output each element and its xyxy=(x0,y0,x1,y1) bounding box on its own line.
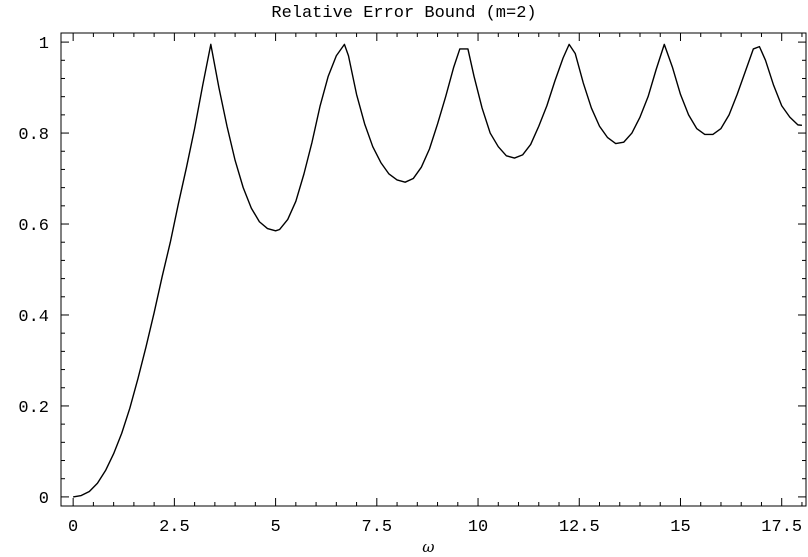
y-tick-label: 0.4 xyxy=(18,308,49,327)
y-tick-label: 0.6 xyxy=(18,217,49,236)
y-tick-label: 0.8 xyxy=(18,126,49,145)
labels-layer: 0 2.5 5 7.5 10 12.5 15 17.5 0 0.2 0.4 0.6 0.8 1 ω xyxy=(18,35,802,556)
y-tick-label: 0 xyxy=(39,490,49,509)
plot-frame xyxy=(60,32,807,507)
x-tick-label: 2.5 xyxy=(159,518,190,537)
x-tick-label: 12.5 xyxy=(559,518,600,537)
x-tick-label: 10 xyxy=(468,518,488,537)
y-tick-label: 0.2 xyxy=(18,399,49,418)
series-line xyxy=(73,43,803,498)
y-tick-label: 1 xyxy=(39,35,49,54)
ticks-layer xyxy=(61,33,806,506)
x-tick-label: 17.5 xyxy=(761,518,802,537)
x-tick-label: 15 xyxy=(670,518,690,537)
x-tick-label: 5 xyxy=(270,518,280,537)
axes-layer xyxy=(60,32,807,507)
series-layer xyxy=(73,43,803,498)
x-axis-label: ω xyxy=(422,538,434,556)
x-tick-label: 0 xyxy=(68,518,78,537)
chart-title: Relative Error Bound (m=2) xyxy=(271,4,537,23)
x-tick-label: 7.5 xyxy=(362,518,393,537)
